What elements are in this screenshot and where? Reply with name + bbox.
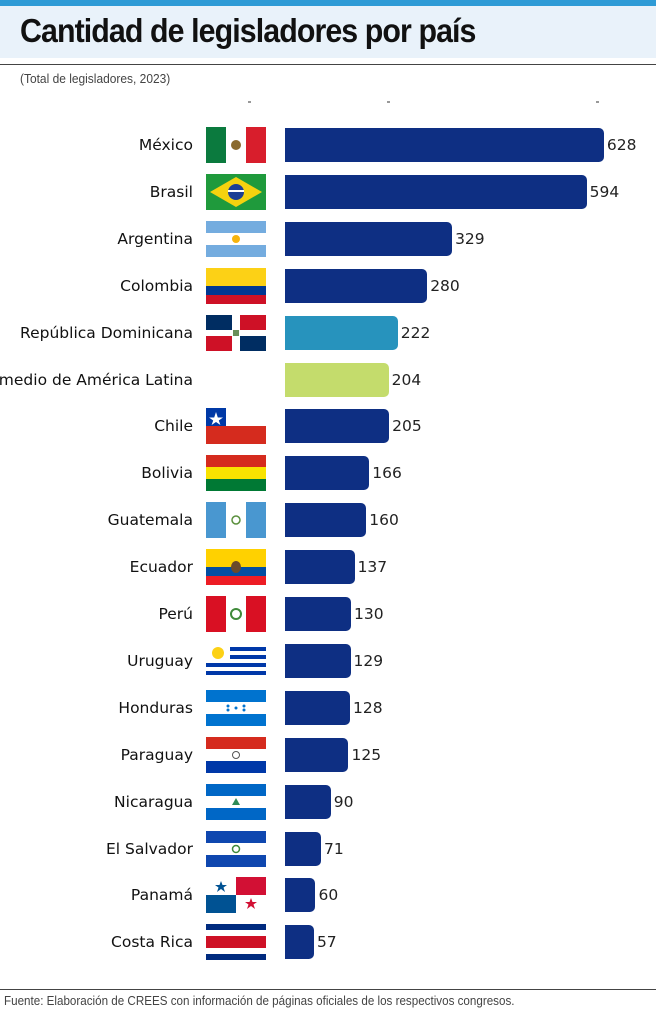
title-divider: [0, 64, 656, 65]
value-label: 280: [430, 276, 460, 295]
uruguay-flag: [206, 642, 266, 679]
bar: [285, 690, 350, 725]
value-label: 160: [369, 511, 399, 530]
category-label: Chile: [154, 417, 193, 436]
top-accent-line: [0, 0, 656, 6]
value-label: 329: [455, 229, 485, 248]
paraguay-flag: [206, 736, 266, 773]
value-label: 129: [353, 651, 384, 670]
guatemala-flag: [206, 502, 266, 539]
source-note: Fuente: Elaboración de CREES con informa…: [4, 994, 515, 1008]
value-label: 594: [589, 182, 620, 201]
bar: [285, 597, 352, 631]
costa-rica-flag: [206, 924, 266, 961]
bar: [285, 221, 453, 256]
category-label: Argentina: [117, 229, 193, 248]
category-label: Panamá: [130, 886, 193, 905]
value-label: 71: [324, 839, 344, 858]
bar: [285, 831, 322, 866]
title-band: Cantidad de legisladores por país: [0, 6, 656, 58]
value-label: 125: [351, 745, 382, 764]
value-label: 60: [318, 886, 339, 905]
bar: [285, 737, 349, 772]
bar: [285, 643, 351, 678]
panama-flag: [206, 877, 266, 914]
category-label: Bolivia: [141, 464, 193, 483]
bar: [285, 925, 314, 960]
mexico-flag: [206, 127, 266, 163]
bar: [285, 784, 331, 819]
category-label: Ecuador: [129, 558, 193, 577]
category-label: México: [138, 136, 193, 154]
value-label: 204: [391, 370, 422, 389]
bar: [285, 503, 367, 538]
category-label: Colombia: [120, 276, 193, 295]
bar: [285, 550, 355, 585]
category-label: Nicaragua: [114, 792, 193, 811]
bar: [285, 456, 370, 491]
chart-subtitle: (Total de legisladores, 2023): [20, 71, 171, 86]
bar: [285, 315, 398, 350]
category-label: Brasil: [149, 182, 193, 201]
value-label: 130: [354, 605, 384, 623]
bar: [285, 128, 604, 162]
chile-flag: [206, 408, 266, 445]
category-label: Paraguay: [120, 745, 193, 764]
bar: [285, 878, 316, 913]
category-label: El Salvador: [105, 839, 193, 858]
peru-flag: [206, 596, 266, 632]
value-label: 222: [400, 323, 431, 342]
nicaragua-flag: [206, 783, 266, 820]
value-label: 628: [606, 136, 637, 154]
colombia-flag: [206, 267, 266, 304]
bolivia-flag: [206, 455, 266, 492]
category-label: Uruguay: [127, 651, 193, 670]
category-label: República Dominicana: [20, 323, 193, 342]
axis-tick: [248, 101, 251, 103]
category-label: Guatemala: [107, 511, 193, 530]
category-label: Perú: [158, 605, 193, 623]
dominican-republic-flag: [206, 314, 266, 351]
category-label: Costa Rica: [111, 933, 193, 952]
argentina-flag: [206, 220, 266, 257]
value-label: 137: [357, 558, 388, 577]
axis-tick: [387, 101, 390, 103]
value-label: 90: [333, 792, 354, 811]
category-label: Promedio de América Latina: [0, 370, 193, 389]
value-label: 128: [353, 698, 383, 717]
ecuador-flag: [206, 549, 266, 586]
bar: [285, 174, 587, 209]
el-salvador-flag: [206, 830, 266, 867]
axis-tick: [596, 101, 599, 103]
chart-title: Cantidad de legisladores por país: [20, 12, 476, 49]
value-label: 205: [392, 417, 422, 436]
category-label: Honduras: [118, 698, 193, 717]
honduras-flag: [206, 689, 266, 726]
value-label: 166: [372, 464, 402, 483]
bar: [285, 409, 390, 444]
value-label: 57: [316, 933, 337, 952]
footer-divider: [0, 989, 656, 990]
bar: [285, 268, 428, 303]
brazil-flag: [206, 173, 266, 210]
bar: [285, 362, 389, 397]
